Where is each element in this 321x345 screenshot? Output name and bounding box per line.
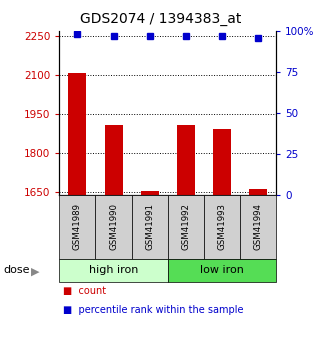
Text: GSM41991: GSM41991 — [145, 203, 154, 250]
Text: GSM41990: GSM41990 — [109, 203, 118, 250]
Bar — [249, 189, 267, 195]
Text: ■  count: ■ count — [63, 286, 106, 296]
Text: dose: dose — [3, 266, 30, 275]
Bar — [213, 129, 231, 195]
Bar — [68, 73, 86, 195]
Bar — [141, 191, 159, 195]
Bar — [177, 125, 195, 195]
Text: ■  percentile rank within the sample: ■ percentile rank within the sample — [63, 305, 243, 315]
Text: GSM41989: GSM41989 — [73, 203, 82, 250]
Text: GSM41994: GSM41994 — [254, 203, 263, 250]
Text: ▶: ▶ — [30, 267, 39, 276]
Bar — [105, 125, 123, 195]
Text: GDS2074 / 1394383_at: GDS2074 / 1394383_at — [80, 12, 241, 26]
Text: high iron: high iron — [89, 266, 138, 275]
Text: GSM41993: GSM41993 — [217, 203, 226, 250]
Text: low iron: low iron — [200, 266, 244, 275]
Text: GSM41992: GSM41992 — [181, 203, 190, 250]
